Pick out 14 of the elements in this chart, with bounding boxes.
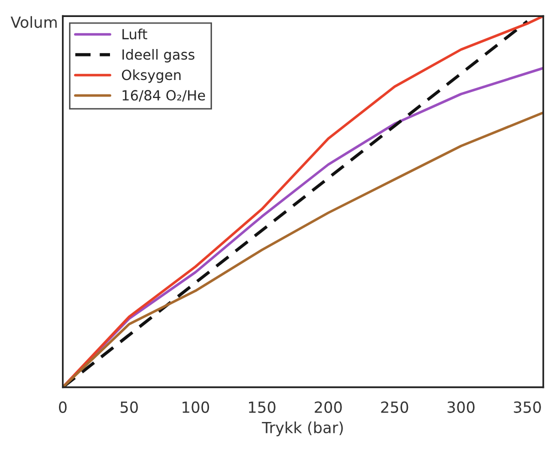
x-tick-label: 150 [248,401,276,413]
legend-label: 16/84 O₂/He [122,90,205,102]
legend-label: Ideell gass [122,49,194,62]
x-tick-label: 250 [381,401,408,413]
y-axis-title: Volum [10,16,57,28]
x-axis-title: Trykk (bar) [262,421,343,436]
x-tick-label: 300 [448,401,475,413]
x-tick-label: 0 [58,401,67,413]
x-tick-label: 50 [120,401,138,413]
legend-label: Luft [122,28,148,40]
x-tick-label: 350 [514,401,541,413]
legend-label: Oksygen [122,69,181,83]
x-tick-label: 200 [314,401,342,413]
x-tick-label: 100 [182,401,210,413]
